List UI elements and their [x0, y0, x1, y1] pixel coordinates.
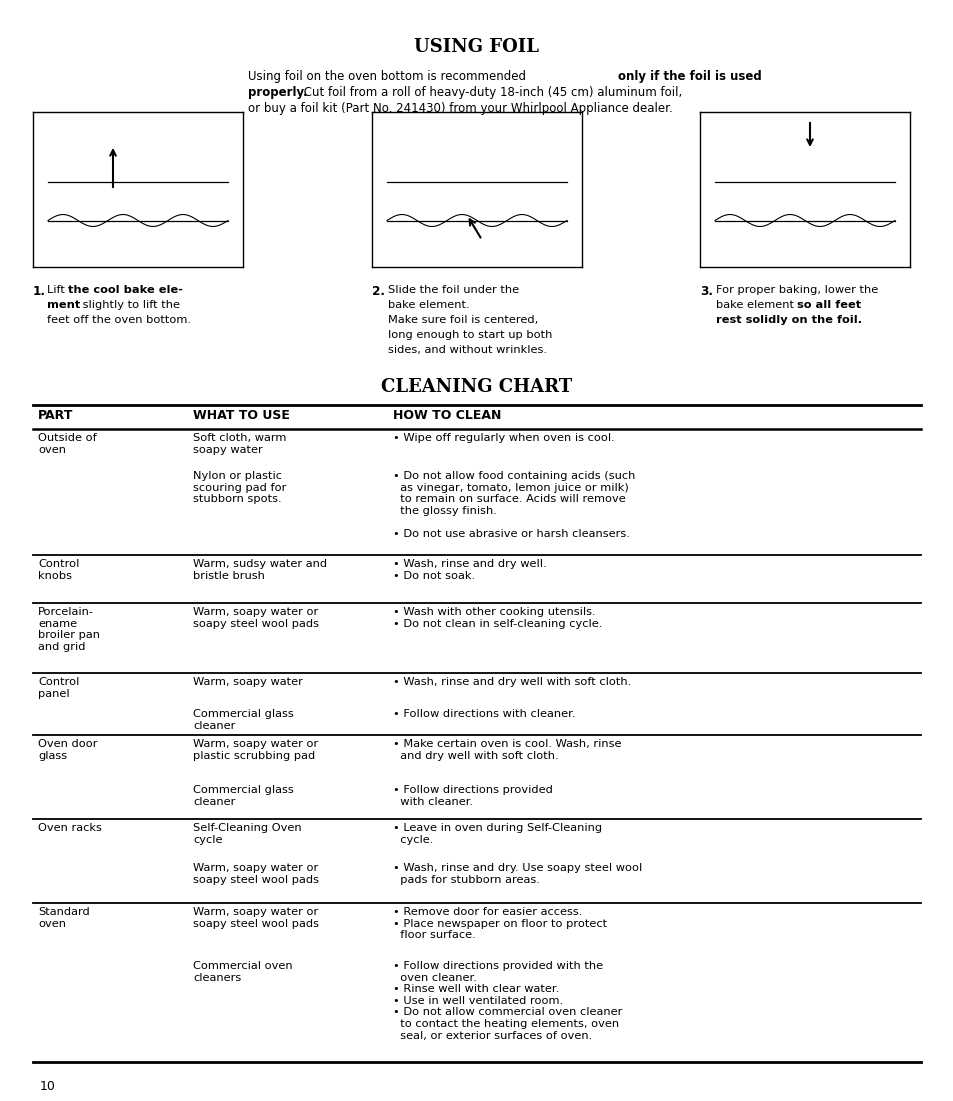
Text: Make sure foil is centered,: Make sure foil is centered,	[388, 315, 537, 325]
Text: only if the foil is used: only if the foil is used	[618, 70, 760, 83]
Text: Warm, soapy water or
plastic scrubbing pad: Warm, soapy water or plastic scrubbing p…	[193, 739, 318, 761]
Text: Warm, sudsy water and
bristle brush: Warm, sudsy water and bristle brush	[193, 559, 327, 580]
Text: slightly to lift the: slightly to lift the	[79, 299, 180, 310]
Text: Outside of
oven: Outside of oven	[38, 433, 96, 455]
Text: Porcelain-
ename
broiler pan
and grid: Porcelain- ename broiler pan and grid	[38, 607, 100, 652]
Text: Warm, soapy water: Warm, soapy water	[193, 677, 302, 687]
Text: ment: ment	[47, 299, 80, 310]
Text: Oven racks: Oven racks	[38, 824, 102, 833]
Text: Commercial glass
cleaner: Commercial glass cleaner	[193, 785, 294, 807]
Text: Soft cloth, warm
soapy water: Soft cloth, warm soapy water	[193, 433, 286, 455]
Text: HOW TO CLEAN: HOW TO CLEAN	[393, 408, 501, 422]
Text: or buy a foil kit (Part No. 241430) from your Whirlpool Appliance dealer.: or buy a foil kit (Part No. 241430) from…	[248, 102, 672, 115]
Text: so all feet: so all feet	[796, 299, 861, 310]
Text: Nylon or plastic
scouring pad for
stubborn spots.: Nylon or plastic scouring pad for stubbo…	[193, 471, 286, 504]
Text: • Wipe off regularly when oven is cool.: • Wipe off regularly when oven is cool.	[393, 433, 614, 443]
Text: Lift: Lift	[47, 285, 69, 295]
Text: long enough to start up both: long enough to start up both	[388, 330, 552, 340]
Text: • Follow directions provided with the
  oven cleaner.
• Rinse well with clear wa: • Follow directions provided with the ov…	[393, 961, 621, 1040]
Text: • Leave in oven during Self-Cleaning
  cycle.: • Leave in oven during Self-Cleaning cyc…	[393, 824, 601, 844]
Text: Commercial glass
cleaner: Commercial glass cleaner	[193, 709, 294, 731]
Text: Using foil on the oven bottom is recommended: Using foil on the oven bottom is recomme…	[248, 70, 529, 83]
Text: bake element: bake element	[716, 299, 797, 310]
Text: Control
panel: Control panel	[38, 677, 79, 699]
Text: Warm, soapy water or
soapy steel wool pads: Warm, soapy water or soapy steel wool pa…	[193, 863, 318, 884]
Text: bake element.: bake element.	[388, 299, 469, 310]
Text: the cool bake ele-: the cool bake ele-	[68, 285, 183, 295]
Text: CLEANING CHART: CLEANING CHART	[381, 378, 572, 396]
Text: WHAT TO USE: WHAT TO USE	[193, 408, 290, 422]
Text: Standard
oven: Standard oven	[38, 907, 90, 928]
Text: properly.: properly.	[248, 86, 307, 99]
Text: 10: 10	[40, 1080, 56, 1093]
Text: Slide the foil under the: Slide the foil under the	[388, 285, 518, 295]
Text: • Make certain oven is cool. Wash, rinse
  and dry well with soft cloth.: • Make certain oven is cool. Wash, rinse…	[393, 739, 620, 761]
Text: feet off the oven bottom.: feet off the oven bottom.	[47, 315, 191, 325]
Text: • Remove door for easier access.
• Place newspaper on floor to protect
  floor s: • Remove door for easier access. • Place…	[393, 907, 606, 940]
Text: • Wash, rinse and dry well.
• Do not soak.: • Wash, rinse and dry well. • Do not soa…	[393, 559, 546, 580]
Text: • Follow directions with cleaner.: • Follow directions with cleaner.	[393, 709, 575, 719]
Text: Oven door
glass: Oven door glass	[38, 739, 97, 761]
Text: Commercial oven
cleaners: Commercial oven cleaners	[193, 961, 293, 982]
Text: Control
knobs: Control knobs	[38, 559, 79, 580]
Text: USING FOIL: USING FOIL	[414, 39, 539, 56]
Text: For proper baking, lower the: For proper baking, lower the	[716, 285, 878, 295]
Text: 2.: 2.	[372, 285, 385, 298]
Text: 3.: 3.	[700, 285, 712, 298]
Text: Warm, soapy water or
soapy steel wool pads: Warm, soapy water or soapy steel wool pa…	[193, 907, 318, 928]
Text: rest solidly on the foil.: rest solidly on the foil.	[716, 315, 862, 325]
Text: • Wash with other cooking utensils.
• Do not clean in self-cleaning cycle.: • Wash with other cooking utensils. • Do…	[393, 607, 601, 629]
Text: PART: PART	[38, 408, 73, 422]
Text: Warm, soapy water or
soapy steel wool pads: Warm, soapy water or soapy steel wool pa…	[193, 607, 318, 629]
Text: 1.: 1.	[33, 285, 46, 298]
Text: Cut foil from a roll of heavy-duty 18-inch (45 cm) aluminum foil,: Cut foil from a roll of heavy-duty 18-in…	[299, 86, 681, 99]
Text: sides, and without wrinkles.: sides, and without wrinkles.	[388, 345, 546, 355]
Text: • Wash, rinse and dry well with soft cloth.: • Wash, rinse and dry well with soft clo…	[393, 677, 631, 687]
Text: • Follow directions provided
  with cleaner.: • Follow directions provided with cleane…	[393, 785, 553, 807]
Text: • Do not allow food containing acids (such
  as vinegar, tomato, lemon juice or : • Do not allow food containing acids (su…	[393, 471, 635, 539]
Text: Self-Cleaning Oven
cycle: Self-Cleaning Oven cycle	[193, 824, 301, 844]
Text: • Wash, rinse and dry. Use soapy steel wool
  pads for stubborn areas.: • Wash, rinse and dry. Use soapy steel w…	[393, 863, 641, 884]
